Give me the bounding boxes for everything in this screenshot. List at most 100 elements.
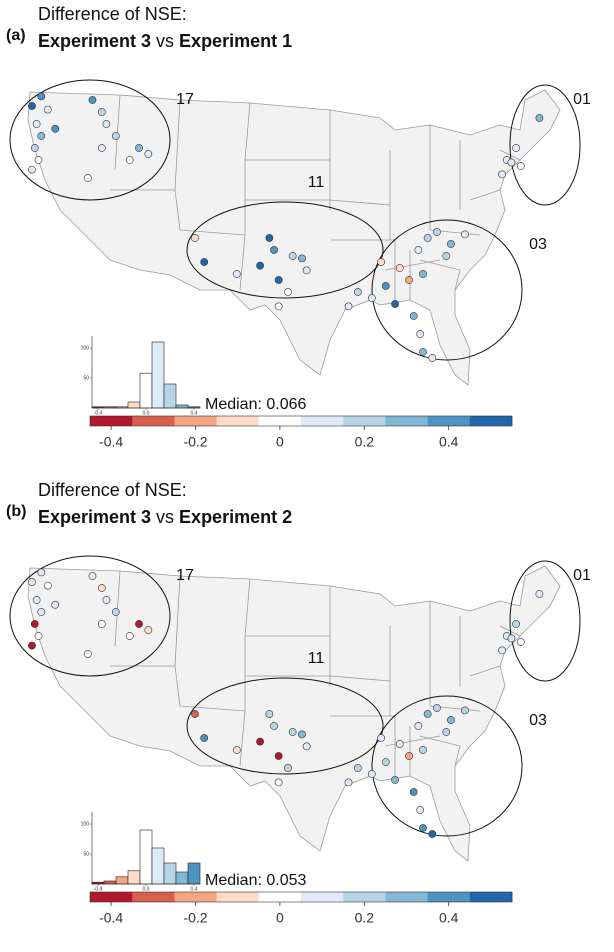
subtitle: Experiment 3 vs Experiment 2 (38, 507, 292, 527)
panels: (a) Difference of NSE: Experiment 3 vs Exper… (6, 4, 591, 926)
subtitle-part: vs (156, 31, 174, 51)
site (416, 806, 425, 814)
panel-label: (b) (6, 503, 26, 520)
site (353, 764, 362, 772)
colorbar-segment (385, 892, 428, 902)
site (144, 150, 153, 158)
site (111, 608, 120, 616)
site (395, 264, 404, 272)
panel: (b) Difference of NSE: Experiment 3 vs Exper… (6, 480, 591, 926)
colorbar-segment (301, 416, 344, 426)
histogram-xtick-label: 0.4 (191, 886, 198, 892)
histogram-bar (175, 404, 189, 409)
site (97, 144, 106, 152)
site (460, 706, 469, 715)
subtitle: Experiment 3 vs Experiment 1 (38, 31, 292, 51)
site (512, 144, 521, 152)
site (512, 620, 521, 628)
region-label: 01 (573, 567, 591, 584)
site (88, 96, 97, 104)
site (442, 728, 451, 736)
histogram-bar (163, 862, 177, 885)
histogram-bar (175, 871, 189, 885)
site (32, 596, 41, 604)
site (405, 276, 413, 284)
histogram-bar (103, 880, 117, 885)
site (37, 568, 46, 577)
colorbar-segment (427, 416, 471, 426)
site (274, 302, 283, 311)
panel: (a) Difference of NSE: Experiment 3 vs Exper… (6, 4, 591, 450)
site (447, 716, 455, 724)
site (232, 270, 241, 278)
colorbar-segment (216, 892, 260, 902)
site (284, 764, 292, 772)
colorbar-segment (174, 416, 217, 426)
site (28, 165, 36, 174)
colorbar-frame (89, 415, 513, 427)
site (377, 734, 386, 742)
site (97, 620, 106, 628)
region-ellipse (509, 560, 581, 682)
colorbar-tick-label: -0.4 (99, 434, 123, 450)
site (51, 124, 60, 133)
site (507, 158, 516, 167)
site (498, 646, 507, 655)
site (265, 710, 274, 718)
site (30, 144, 39, 152)
site (30, 620, 39, 628)
site (28, 641, 36, 650)
site (200, 734, 209, 742)
colorbar-tick-label: 0.2 (355, 910, 375, 926)
site (416, 330, 425, 338)
site (274, 276, 283, 284)
colorbar-segment (343, 416, 386, 426)
region-label: 17 (176, 91, 194, 108)
histogram-bar (151, 341, 165, 409)
site (200, 258, 209, 266)
histogram-bar (127, 401, 141, 409)
site (37, 608, 46, 616)
site (135, 620, 143, 628)
site (367, 294, 376, 302)
subtitle-part: Experiment 2 (179, 507, 292, 527)
site (344, 778, 353, 787)
region-label: 11 (308, 174, 325, 191)
histogram-ytick-label: 50 (83, 851, 89, 857)
site (353, 288, 362, 296)
histogram-bar (163, 383, 177, 409)
site (256, 261, 264, 270)
colorbar-segment (301, 892, 344, 902)
histogram-bar (139, 829, 153, 885)
site (97, 108, 106, 116)
region-label: 17 (176, 567, 194, 584)
title: Difference of NSE: (38, 4, 187, 24)
histogram-xtick-label: 0.4 (191, 410, 198, 416)
site (419, 746, 427, 754)
site (302, 742, 311, 751)
colorbar-tick-label: 0.4 (439, 434, 459, 450)
site (535, 590, 544, 598)
site (43, 581, 52, 590)
colorbar-segment (258, 416, 302, 426)
histogram-xtick-label: -0.4 (94, 886, 103, 892)
site (447, 240, 455, 248)
site (270, 246, 278, 254)
site (405, 752, 413, 760)
site (516, 638, 525, 646)
site (270, 722, 278, 730)
title: Difference of NSE: (38, 480, 187, 500)
median-label: Median: 0.066 (205, 396, 307, 413)
colorbar-segment (132, 892, 175, 902)
site (28, 578, 36, 586)
colorbar-tick-label: -0.2 (183, 910, 207, 926)
site (111, 132, 120, 140)
site (97, 584, 106, 592)
histogram-bar (115, 876, 129, 885)
colorbar-segment (174, 892, 217, 902)
panel-label: (a) (6, 27, 26, 44)
median-label: Median: 0.053 (205, 872, 307, 889)
region-label: 03 (529, 236, 547, 253)
site (419, 348, 427, 356)
site (442, 252, 451, 260)
